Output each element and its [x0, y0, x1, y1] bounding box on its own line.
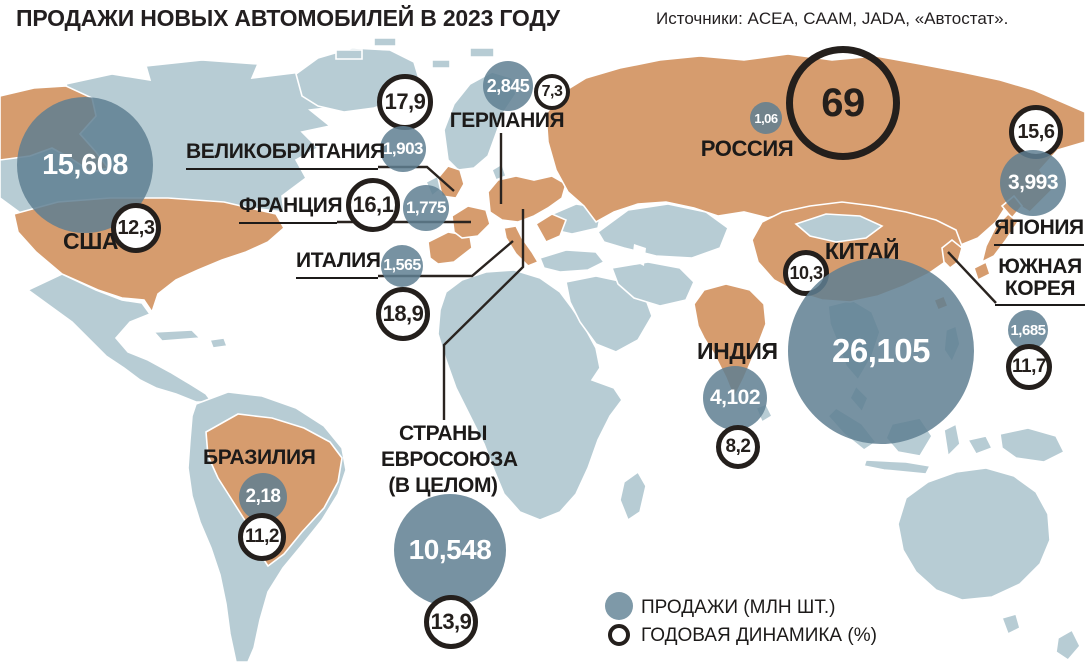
india-sales-bubble: 4,102: [703, 366, 767, 430]
russia-sales-bubble: 1,06: [750, 102, 782, 134]
map-region-iberia: [427, 231, 473, 265]
japan-sales-bubble: 3,993: [1000, 150, 1066, 216]
italy-dynamics-ring: 18,9: [376, 287, 430, 341]
eu-connector-line: [442, 209, 525, 420]
india-dynamics-ring: 8,2: [716, 425, 760, 469]
dynamics-legend-ring-icon: [608, 624, 630, 646]
russia-label: РОССИЯ: [700, 136, 794, 161]
france-dynamics-ring: 16,1: [346, 178, 400, 232]
eu-label: СТРАНЫ ЕВРОСОЮЗА (В ЦЕЛОМ): [381, 422, 518, 497]
map-region-new-guinea: [999, 427, 1066, 463]
china-sales-bubble: 26,105: [788, 258, 974, 444]
map-region-mongolia: [794, 213, 884, 243]
map-overlay-landmasses: [632, 213, 884, 266]
sales-legend-dot-icon: [605, 592, 633, 620]
map-region-turkey: [538, 249, 606, 273]
sales-legend-label: ПРОДАЖИ (МЛН ШТ.): [641, 597, 836, 618]
uk-dynamics-ring: 17,9: [377, 74, 433, 130]
italy-sales-bubble: 1,565: [381, 245, 423, 287]
brazil-label: БРАЗИЛИЯ: [203, 446, 316, 469]
eu-dynamics-ring: 13,9: [424, 595, 478, 649]
sources-note: Источники: ACEA, CAAM, JADA, «Автостат».: [656, 9, 1009, 28]
page-title: ПРОДАЖИ НОВЫХ АВТОМОБИЛЕЙ В 2023 ГОДУ: [16, 5, 560, 31]
map-region-africa: [437, 269, 623, 521]
caspian-sea: [632, 244, 646, 266]
map-region-central-asia: [596, 203, 729, 259]
map-region-balkans: [534, 213, 568, 244]
map-region-madagascar: [619, 470, 647, 522]
south-korea-connector-line: [947, 251, 997, 304]
map-region-iran: [610, 261, 695, 307]
map-region-india: [693, 283, 767, 400]
south-korea-label: ЮЖНАЯ КОРЕЯ: [995, 256, 1085, 306]
usa-dynamics-ring: 12,3: [111, 203, 161, 253]
map-region-australia: [897, 467, 1051, 601]
france-label: ФРАНЦИЯ: [239, 194, 343, 224]
south-korea-dynamics-ring: 11,7: [1006, 344, 1052, 390]
map-region-italy: [503, 225, 540, 267]
brazil-dynamics-ring: 11,2: [238, 513, 286, 561]
map-region-mexico: [26, 273, 214, 403]
italy-label: ИТАЛИЯ: [296, 249, 381, 279]
russia-dynamics-ring: 69: [786, 46, 900, 160]
map-region-new-zealand: [1055, 628, 1081, 662]
france-sales-bubble: 1,775: [403, 185, 449, 231]
eu-sales-bubble: 10,548: [394, 494, 506, 606]
japan-label: ЯПОНИЯ: [994, 216, 1084, 246]
dynamics-legend-label: ГОДОВАЯ ДИНАМИКА (%): [641, 625, 877, 646]
south-korea-sales-bubble: 1,685: [1008, 310, 1048, 350]
germany-dynamics-ring: 7,3: [534, 74, 570, 110]
india-label: ИНДИЯ: [697, 338, 778, 364]
brazil-sales-bubble: 2,18: [239, 473, 287, 521]
germany-sales-bubble: 2,845: [483, 61, 533, 111]
uk-label: ВЕЛИКОБРИТАНИЯ: [186, 140, 385, 170]
usa-label: США: [63, 228, 119, 254]
germany-label: ГЕРМАНИЯ: [449, 109, 565, 132]
uk-sales-bubble: 1,903: [380, 126, 426, 172]
